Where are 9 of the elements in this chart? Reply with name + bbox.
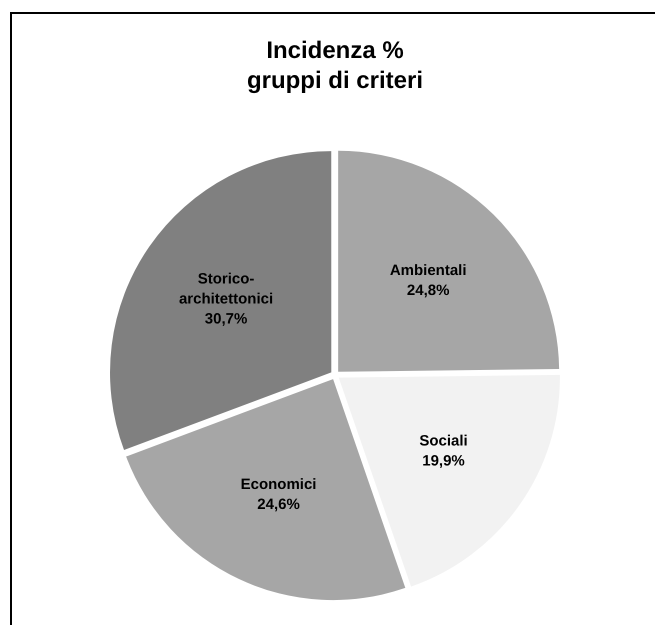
data-label: 24,8% — [406, 282, 450, 299]
data-label: 24,6% — [257, 496, 300, 514]
chart-title: Incidenza % gruppi di criteri — [246, 36, 424, 96]
data-label: 19,9% — [422, 452, 465, 470]
slice-label: Sociali — [419, 432, 468, 450]
slice-label: Economici — [240, 476, 316, 494]
slice-label: Ambientali — [390, 262, 467, 279]
slice-label: Storico-architettonici — [178, 270, 274, 308]
data-label: 30,7% — [204, 310, 248, 328]
